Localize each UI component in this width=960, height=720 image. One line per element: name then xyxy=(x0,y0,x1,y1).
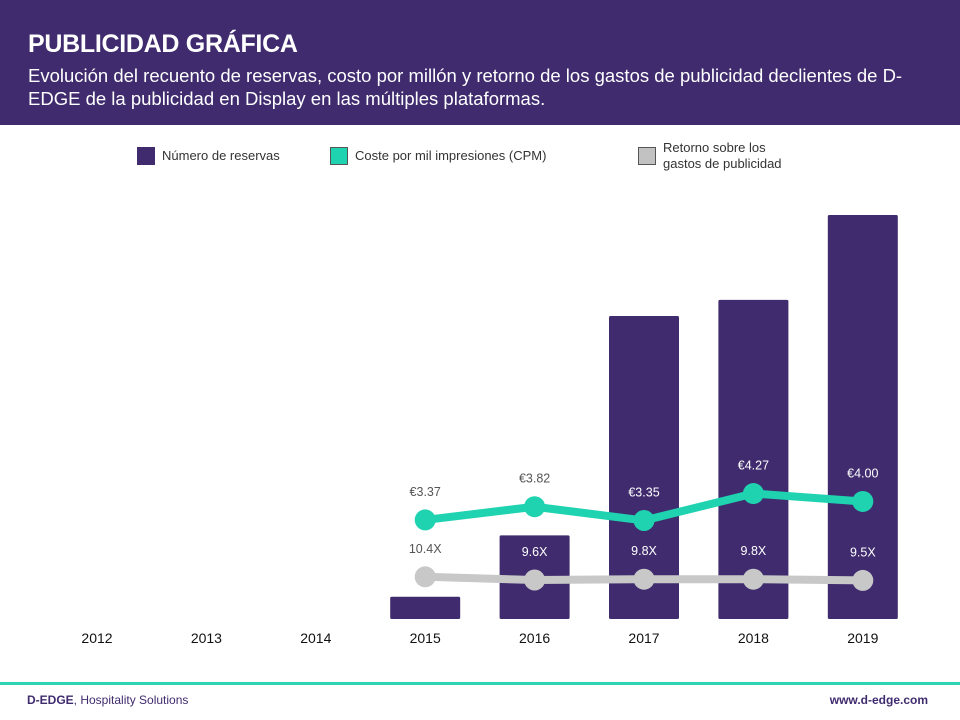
roas-point-2016 xyxy=(524,569,546,591)
legend-swatch-roas xyxy=(638,147,656,165)
cpm-point-2019 xyxy=(852,490,874,512)
footer-brand-name: D-EDGE xyxy=(27,693,74,707)
legend-item-bookings: Número de reservas xyxy=(137,147,280,165)
cpm-label-2018: €4.27 xyxy=(738,459,769,473)
legend-label-cpm: Coste por mil impresiones (CPM) xyxy=(355,148,547,163)
roas-point-2018 xyxy=(742,568,764,590)
x-tick-label-2014: 2014 xyxy=(300,630,331,646)
roas-label-2015: 10.4X xyxy=(409,542,442,556)
header-banner: PUBLICIDAD GRÁFICA Evolución del recuent… xyxy=(0,0,960,125)
legend-label-roas-line2: gastos de publicidad xyxy=(663,156,782,171)
footer-rule xyxy=(0,682,960,685)
x-tick-label-2017: 2017 xyxy=(628,630,659,646)
cpm-point-2018 xyxy=(742,483,764,505)
x-tick-label-2016: 2016 xyxy=(519,630,550,646)
cpm-label-2016: €3.82 xyxy=(519,472,550,486)
roas-label-2016: 9.6X xyxy=(522,545,548,559)
legend-swatch-bookings xyxy=(137,147,155,165)
roas-label-2018: 9.8X xyxy=(741,544,767,558)
bar-2018 xyxy=(718,299,789,619)
roas-point-2015 xyxy=(414,566,436,588)
x-tick-label-2013: 2013 xyxy=(191,630,222,646)
legend-label-bookings: Número de reservas xyxy=(162,148,280,163)
page-title: PUBLICIDAD GRÁFICA xyxy=(28,30,298,58)
legend-item-cpm: Coste por mil impresiones (CPM) xyxy=(330,147,546,165)
cpm-point-2016 xyxy=(524,496,546,518)
chart-plot: 2012 2013 2014 2015 2016 2017 2018 2019 €3.37 €3.… xyxy=(81,215,898,646)
footer-url[interactable]: www.d-edge.com xyxy=(829,693,928,707)
x-tick-label-2019: 2019 xyxy=(847,630,878,646)
cpm-label-2017: €3.35 xyxy=(628,486,659,500)
cpm-label-2015: €3.37 xyxy=(410,485,441,499)
x-tick-label-2012: 2012 xyxy=(81,630,112,646)
x-tick-label-2018: 2018 xyxy=(738,630,769,646)
cpm-point-2015 xyxy=(414,509,436,531)
footer-tagline: , Hospitality Solutions xyxy=(73,693,189,707)
cpm-point-2017 xyxy=(633,510,655,531)
footer-brand: D-EDGE, Hospitality Solutions xyxy=(27,693,188,707)
bar-2015 xyxy=(390,596,461,619)
page-subtitle: Evolución del recuento de reservas, cost… xyxy=(28,65,903,109)
cpm-label-2019: €4.00 xyxy=(847,466,878,480)
roas-point-2019 xyxy=(852,569,874,591)
legend-swatch-cpm xyxy=(330,147,348,165)
x-tick-label-2015: 2015 xyxy=(410,630,441,646)
bar-2019 xyxy=(827,215,898,619)
bar-2017 xyxy=(609,316,679,619)
roas-point-2017 xyxy=(633,568,655,590)
roas-label-2019: 9.5X xyxy=(850,545,876,559)
roas-label-2017: 9.8X xyxy=(631,544,657,558)
legend-label-roas-line1: Retorno sobre los xyxy=(663,140,766,155)
legend-label-roas: Retorno sobre los gastos de publicidad xyxy=(663,140,782,172)
legend-item-roas: Retorno sobre los gastos de publicidad xyxy=(638,140,782,172)
